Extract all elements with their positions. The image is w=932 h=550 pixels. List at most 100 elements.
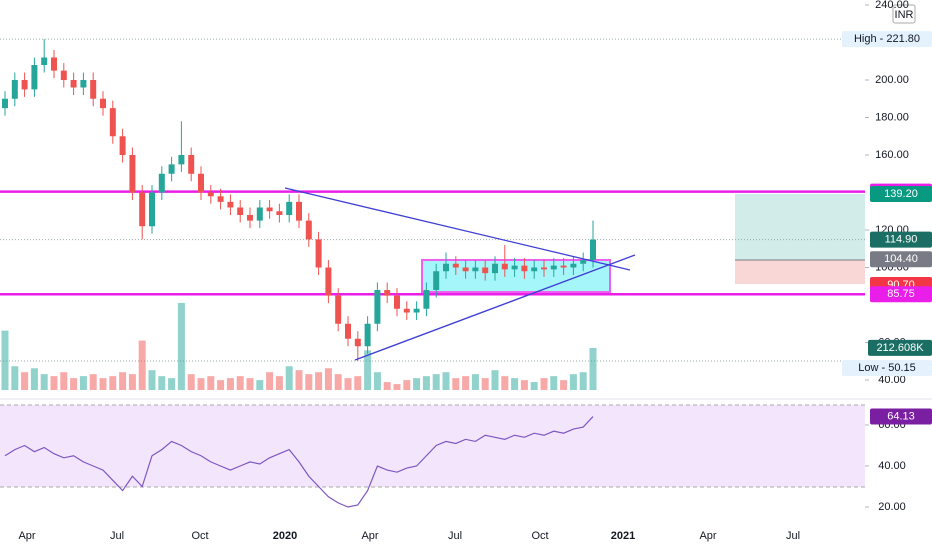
candle-body bbox=[237, 207, 244, 215]
x-tick-label: Jul bbox=[448, 530, 462, 542]
candle-body bbox=[492, 263, 498, 274]
low-badge: Low - 50.15 bbox=[858, 362, 915, 374]
volume-bar bbox=[89, 374, 97, 390]
volume-bar bbox=[511, 378, 519, 390]
currency: INR bbox=[895, 9, 914, 21]
stop-zone bbox=[735, 260, 865, 284]
volume-bar bbox=[40, 374, 48, 390]
y-tick-label: 200.00 bbox=[875, 74, 909, 86]
candle-body bbox=[100, 98, 106, 109]
x-tick-label: Oct bbox=[191, 530, 208, 542]
candle-body bbox=[21, 80, 28, 90]
volume-bar bbox=[168, 378, 176, 390]
candle-body bbox=[521, 265, 528, 272]
candle-body bbox=[217, 196, 224, 202]
candle-body bbox=[452, 263, 459, 268]
volume-bar bbox=[119, 372, 127, 390]
candle-body bbox=[296, 201, 302, 221]
y-tick-label: 160.00 bbox=[875, 149, 909, 161]
price-badge-bg bbox=[870, 186, 932, 202]
candle-body bbox=[276, 211, 283, 215]
volume-bar bbox=[99, 378, 107, 390]
rsi-tick-label: 40.00 bbox=[878, 460, 906, 472]
volume-bar bbox=[315, 372, 323, 390]
volume-bar bbox=[324, 368, 332, 390]
candle-body bbox=[423, 290, 430, 309]
volume-bar bbox=[305, 374, 313, 390]
x-tick-label: 2020 bbox=[273, 530, 297, 542]
candle-body bbox=[433, 271, 440, 290]
candle-body bbox=[256, 207, 263, 221]
volume-bar bbox=[364, 350, 372, 390]
candle-body bbox=[109, 108, 116, 137]
x-tick-label: Apr bbox=[699, 530, 716, 542]
candle-body bbox=[158, 173, 165, 193]
candle-body bbox=[462, 267, 469, 272]
candle-body bbox=[198, 173, 204, 193]
candle-body bbox=[90, 80, 97, 99]
candle-body bbox=[394, 295, 400, 309]
trend-line-lower bbox=[354, 254, 636, 361]
candle-body bbox=[413, 308, 420, 313]
candle-body bbox=[2, 98, 8, 109]
rsi-badge-bg bbox=[870, 408, 932, 425]
y-tick-label: 180.00 bbox=[875, 111, 909, 123]
volume-bar bbox=[530, 382, 538, 390]
volume-bar bbox=[540, 378, 548, 390]
candle-body bbox=[207, 192, 214, 197]
candle-body bbox=[541, 267, 547, 270]
volume-bar bbox=[403, 380, 411, 390]
volume-bar bbox=[383, 382, 391, 390]
candle-body bbox=[31, 65, 38, 90]
volume-bar bbox=[550, 376, 558, 390]
volume-bar bbox=[560, 380, 568, 390]
candle-body bbox=[129, 155, 136, 193]
candle-body bbox=[286, 201, 293, 215]
volume-bar bbox=[452, 378, 460, 390]
volume-bar bbox=[569, 374, 577, 390]
volume-bar bbox=[295, 370, 303, 390]
volume-bar bbox=[217, 380, 225, 390]
volume-bar bbox=[1, 330, 9, 390]
x-tick-label: Jul bbox=[786, 530, 800, 542]
candle-body bbox=[560, 265, 567, 268]
volume-bar bbox=[11, 366, 19, 390]
candle-body bbox=[41, 57, 48, 65]
candle-body bbox=[482, 267, 489, 274]
y-tick-label: 240.00 bbox=[875, 0, 909, 11]
candle-body bbox=[266, 207, 273, 212]
candle-body bbox=[345, 323, 351, 339]
target-zone bbox=[735, 194, 865, 260]
volume-bar bbox=[30, 368, 38, 390]
volume-bar bbox=[79, 376, 87, 390]
volume-bar bbox=[266, 372, 274, 390]
candle-body bbox=[364, 323, 371, 347]
price-badge-bg bbox=[870, 286, 932, 303]
volume-bar bbox=[334, 374, 342, 390]
candle-body bbox=[70, 80, 77, 88]
candle-body bbox=[570, 263, 577, 268]
high-badge: High - 221.80 bbox=[854, 33, 920, 45]
volume-bar bbox=[491, 370, 499, 390]
volume-bar bbox=[148, 370, 156, 390]
rsi-badge: 64.13 bbox=[887, 410, 915, 422]
price-badge-bg bbox=[870, 251, 932, 268]
x-tick-label: Jul bbox=[110, 530, 124, 542]
candle-body bbox=[11, 80, 18, 99]
candle-body bbox=[443, 263, 449, 272]
volume-badge: 212.608K bbox=[876, 342, 924, 354]
candle-body bbox=[168, 164, 175, 174]
candle-body bbox=[511, 265, 518, 270]
currency-box bbox=[892, 4, 916, 24]
volume-badge-bg bbox=[868, 339, 932, 356]
x-tick-label: Apr bbox=[361, 530, 378, 542]
volume-bar bbox=[462, 376, 470, 390]
volume-bar bbox=[344, 378, 352, 390]
candle-body bbox=[335, 295, 342, 324]
price-badge: 85.75 bbox=[887, 288, 915, 300]
rsi-band bbox=[0, 405, 865, 487]
candle-body bbox=[305, 220, 312, 240]
volume-bar bbox=[187, 374, 195, 390]
price-badge-bg bbox=[870, 231, 932, 248]
